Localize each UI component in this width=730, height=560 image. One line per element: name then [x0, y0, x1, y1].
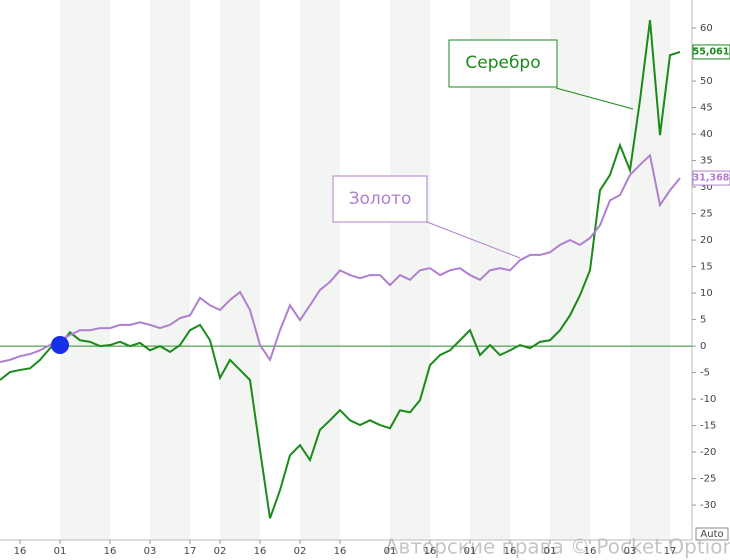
x-tick-label: 17 — [664, 546, 677, 557]
y-tick-label: 50 — [700, 76, 713, 87]
y-tick-label: 15 — [700, 262, 713, 273]
start-marker — [51, 336, 69, 354]
x-tick-label: 16 — [14, 546, 27, 557]
x-tick-label: 01 — [464, 546, 477, 557]
x-tick-label: 16 — [504, 546, 517, 557]
y-tick-label: -20 — [700, 447, 716, 458]
auto-label[interactable]: Auto — [700, 529, 723, 540]
x-tick-label: 01 — [54, 546, 67, 557]
gold-callout: Золото — [349, 189, 412, 209]
silver-callout-line — [555, 87, 634, 110]
price-tag: 55,061 — [693, 46, 730, 57]
x-tick-label: 16 — [254, 546, 267, 557]
y-tick-label: 25 — [700, 209, 713, 220]
price-tag-box — [692, 170, 730, 186]
x-tick-label: 01 — [384, 546, 397, 557]
band — [300, 0, 340, 540]
band — [60, 0, 110, 540]
series-line — [0, 20, 681, 519]
x-tick-label: 16 — [334, 546, 347, 557]
y-tick-label: -15 — [700, 421, 716, 432]
silver-callout: Серебро — [465, 53, 540, 73]
x-tick-label: 16 — [584, 546, 597, 557]
x-tick-label: 02 — [214, 546, 227, 557]
y-tick-label: 30 — [700, 182, 713, 193]
y-tick-label: 40 — [700, 129, 713, 140]
x-tick-label: 03 — [624, 546, 637, 557]
y-tick-label: -25 — [700, 474, 716, 485]
x-tick-label: 01 — [544, 546, 557, 557]
auto-box[interactable] — [695, 527, 729, 541]
y-tick-label: -30 — [700, 500, 716, 511]
gold-callout-box — [332, 175, 428, 223]
y-tick-label: 10 — [700, 288, 713, 299]
y-tick-label: 20 — [700, 235, 713, 246]
band — [150, 0, 190, 540]
gold-callout-line — [426, 221, 521, 259]
price-tag: 31,368 — [693, 173, 730, 184]
band — [220, 0, 260, 540]
band — [550, 0, 590, 540]
x-tick-label: 16 — [424, 546, 437, 557]
band — [630, 0, 670, 540]
x-tick-label: 02 — [294, 546, 307, 557]
y-tick-label: 5 — [700, 315, 706, 326]
watermark: Авторские права © Pocket Option — [385, 535, 730, 559]
y-tick-label: 35 — [700, 156, 713, 167]
y-tick-label: -5 — [700, 368, 710, 379]
x-tick-label: 03 — [144, 546, 157, 557]
series-line — [0, 153, 681, 363]
x-tick-label: 17 — [184, 546, 197, 557]
price-tag-box — [692, 44, 730, 60]
y-tick-label: 0 — [700, 341, 706, 352]
x-tick-label: 16 — [104, 546, 117, 557]
y-tick-label: -10 — [700, 394, 716, 405]
y-tick-label: 45 — [700, 103, 713, 114]
background-bands — [60, 0, 670, 540]
silver-callout-box — [448, 39, 558, 88]
y-tick-label: 60 — [700, 23, 713, 34]
